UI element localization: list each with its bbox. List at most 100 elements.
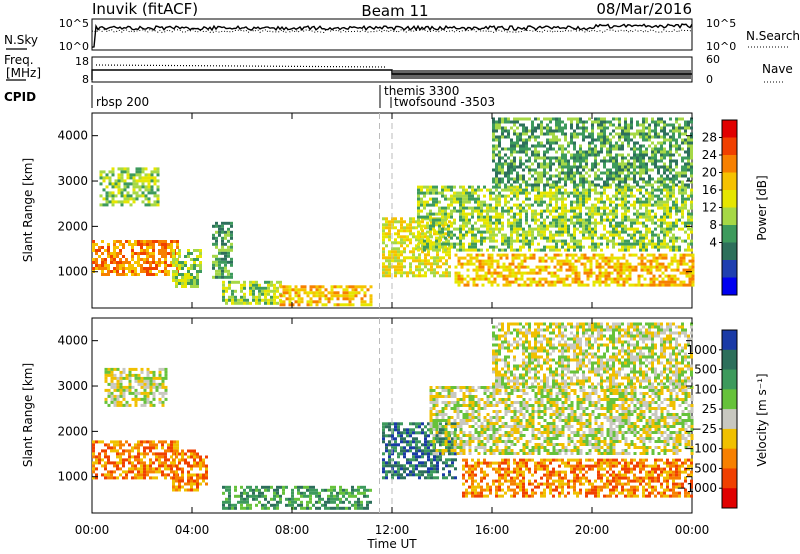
cpid-program-1: rbsp 200 [96,95,149,109]
echo-cell [624,230,627,234]
echo-cell [146,258,149,261]
echo-cell [583,265,587,269]
echo-cell [282,485,285,489]
echo-cell [117,179,121,183]
echo-cell [126,191,130,195]
echo-cell [589,265,593,269]
echo-cell [273,286,276,290]
echo-cell [125,376,129,380]
echo-cell [128,403,132,407]
echo-cell [288,500,291,504]
echo-cell [406,238,409,242]
echo-cell [591,135,594,139]
echo-cell [675,165,678,169]
echo-cell [588,212,591,216]
echo-cell [273,289,276,293]
echo-cell [622,265,626,269]
echo-cell [492,156,495,160]
echo-cell [484,271,488,275]
echo-cell [441,227,444,231]
echo-cell [598,256,602,260]
echo-cell [140,473,143,477]
echo-cell [690,227,693,231]
echo-cell [567,171,570,175]
echo-cell [167,243,170,246]
echo-cell [570,165,573,169]
echo-cell [667,274,671,278]
echo-cell [161,394,165,398]
echo-cell [621,162,624,166]
echo-cell [625,280,629,284]
echo-cell [511,274,515,278]
echo-cell [666,191,669,195]
echo-cell [418,256,421,260]
echo-cell [636,183,639,187]
echo-cell [627,135,630,139]
echo-cell [516,239,519,243]
echo-cell [606,242,609,246]
echo-cell [156,203,160,207]
echo-cell [687,165,690,169]
echo-cell [588,206,591,210]
echo-cell [230,221,233,225]
echo-cell [645,132,648,136]
echo-cell [663,180,666,184]
echo-cell [561,120,564,124]
echo-cell [612,135,615,139]
echo-cell [412,250,415,254]
echo-cell [510,248,513,252]
echo-cell [583,271,587,275]
echo-cell [631,268,635,272]
echo-cell [597,236,600,240]
echo-cell [558,212,561,216]
echo-cell [164,476,167,480]
echo-cell [543,168,546,172]
echo-cell [618,224,621,228]
echo-cell [137,470,140,474]
echo-cell [152,452,155,456]
echo-cell [627,218,630,222]
echo-cell [224,263,227,267]
echo-cell [585,177,588,181]
echo-cell [158,464,161,468]
echo-cell [561,147,564,151]
echo-cell [588,245,591,249]
echo-cell [126,170,130,174]
echo-cell [535,265,539,269]
echo-cell [187,488,190,492]
echo-cell [498,126,501,130]
echo-cell [627,168,630,172]
echo-cell [231,301,234,305]
echo-cell [300,494,303,498]
echo-cell [513,221,516,225]
echo-cell [116,440,119,444]
echo-cell [107,249,110,252]
echo-cell [639,171,642,175]
echo-cell [101,440,104,444]
echo-cell [582,245,585,249]
echo-cell [107,388,111,392]
echo-cell [651,242,654,246]
echo-cell [492,132,495,136]
echo-cell [624,117,627,121]
echo-cell [417,194,420,198]
echo-cell [426,245,429,249]
echo-cell [525,141,528,145]
echo-cell [649,277,653,281]
echo-cell [147,185,151,189]
echo-cell [288,497,291,501]
echo-cell [92,467,95,471]
echo-cell [146,467,149,471]
echo-cell [178,482,181,486]
echo-cell [131,391,135,395]
echo-cell [546,239,549,243]
echo-cell [146,385,150,389]
echo-cell [577,271,581,275]
echo-cell [444,248,447,252]
echo-cell [663,126,666,130]
echo-cell [669,206,672,210]
echo-cell [221,248,224,252]
echo-cell [92,446,95,450]
echo-cell [450,242,453,246]
echo-cell [276,485,279,489]
